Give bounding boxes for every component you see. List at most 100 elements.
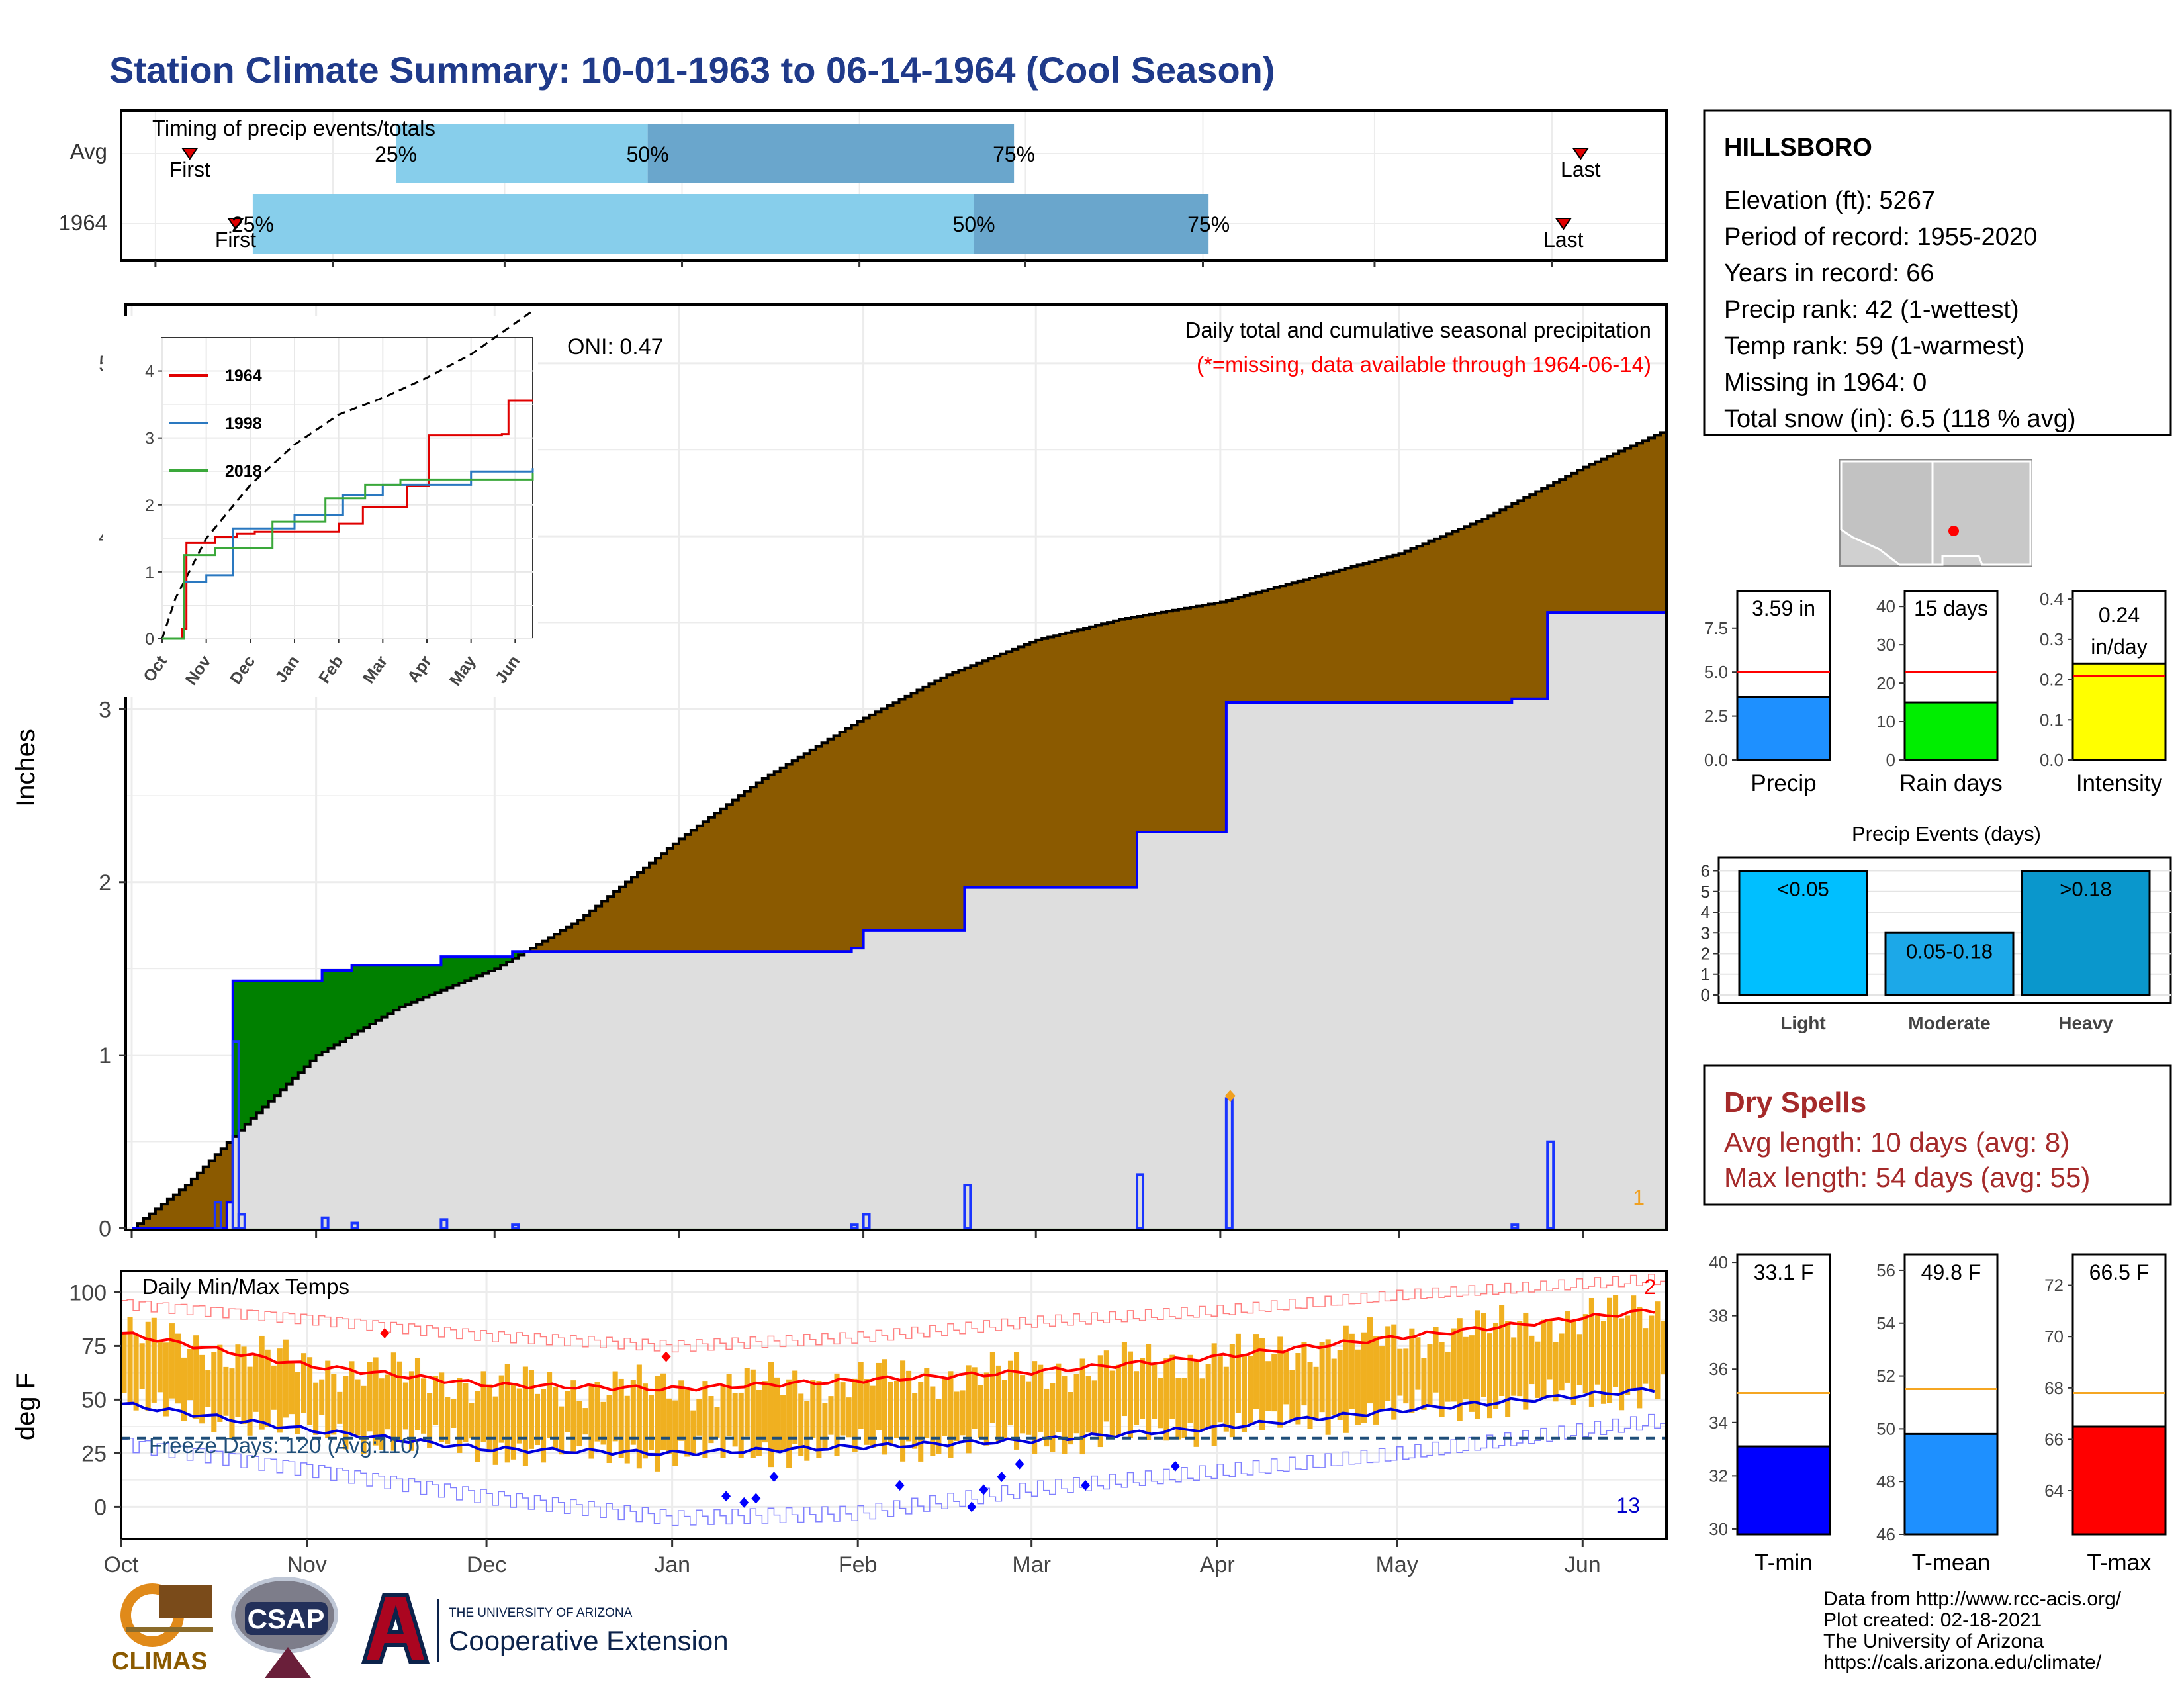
avg-max-temp-line (120, 1308, 1655, 1392)
daily-temp-range-bar (606, 1395, 612, 1464)
daily-temp-range-bar (127, 1317, 133, 1405)
climas-logo: CLIMAS (111, 1583, 213, 1675)
daily-temp-range-bar (1217, 1356, 1223, 1423)
daily-temp-range-bar (636, 1364, 642, 1469)
timing-bar-q50-q75 (974, 194, 1209, 254)
inset-legend-label: 1964 (225, 367, 262, 385)
daily-temp-range-bar (995, 1365, 1001, 1444)
events-bar-range: 0.05-0.18 (1906, 939, 1993, 962)
temp-mini-y-tick-label: 30 (1709, 1519, 1728, 1539)
daily-temp-range-bar (978, 1385, 983, 1438)
events-bar-light (1738, 870, 1868, 996)
daily-temp-range-bar (1385, 1326, 1391, 1401)
temp-x-tick-label: Jun (1565, 1552, 1601, 1577)
record-low-marker-icon (997, 1472, 1007, 1483)
daily-temp-range-bar (1600, 1321, 1606, 1404)
temp-x-tick-label: Oct (104, 1552, 139, 1577)
quartile-50-label: 50% (627, 142, 669, 166)
mini-chart-y-tick-label: 20 (1876, 673, 1895, 693)
daily-temp-range-bar (1649, 1315, 1655, 1392)
daily-temp-range-bar (1062, 1376, 1068, 1454)
temp-mini-y-tick-label: 68 (2044, 1378, 2064, 1398)
dry-spells-max-length: Max length: 54 days (avg: 55) (1724, 1162, 2090, 1193)
dry-spells-box: Dry Spells Avg length: 10 days (avg: 8) … (1703, 1064, 2172, 1206)
record-low-marker-icon (1015, 1458, 1024, 1470)
daily-temp-range-bar (1570, 1320, 1576, 1405)
daily-temp-range-bar (972, 1367, 978, 1429)
daily-temp-range-bar (678, 1380, 684, 1441)
temp-mini-bar-t-max (2071, 1425, 2167, 1536)
record-min-line (121, 1413, 1666, 1526)
daily-temp-range-bar (1289, 1370, 1295, 1420)
mini-chart-bar-rain-days (1903, 701, 1999, 761)
daily-temp-range-bar (1451, 1328, 1457, 1402)
credit-university: The University of Arizona (1823, 1630, 2044, 1652)
precip-y-tick-label: 1 (99, 1043, 111, 1068)
station-period: Period of record: 1955-2020 (1724, 223, 2037, 251)
temp-mini-y-tick-label: 72 (2044, 1276, 2064, 1295)
events-y-tick-label: 0 (1701, 985, 1710, 1005)
record-low-marker-icon (1081, 1480, 1091, 1491)
daily-precip-bar (231, 1040, 240, 1230)
daily-temp-range-bar (1493, 1323, 1499, 1409)
dry-spells-frame (1703, 1064, 2172, 1206)
daily-temp-range-bar (1541, 1319, 1547, 1399)
daily-temp-range-bar (1343, 1325, 1349, 1433)
temp-mini-y-tick-label: 66 (2044, 1429, 2064, 1449)
daily-precip-bar (1136, 1173, 1145, 1230)
daily-temp-range-bar (265, 1349, 271, 1427)
daily-temp-range-bar (492, 1396, 498, 1465)
daily-temp-range-bar (385, 1374, 390, 1430)
mini-chart-y-tick-label: 30 (1876, 635, 1895, 655)
daily-temp-range-bar (924, 1367, 930, 1438)
page-title: Station Climate Summary: 10-01-1963 to 0… (109, 49, 1275, 91)
precip-events-title: Precip Events (days) (1852, 822, 2041, 845)
daily-temp-range-bar (1379, 1346, 1385, 1409)
daily-temp-range-bar (1505, 1321, 1511, 1417)
daily-temp-range-bar (1409, 1328, 1415, 1413)
daily-temp-range-bar (1193, 1360, 1199, 1447)
daily-temp-range-bar (1097, 1355, 1103, 1448)
station-elevation: Elevation (ft): 5267 (1724, 187, 1935, 214)
daily-temp-range-bar (469, 1403, 475, 1439)
daily-temp-range-bar (1613, 1295, 1619, 1387)
cumulative-overlap-area (132, 612, 1666, 1229)
daily-temp-range-bar (463, 1383, 469, 1443)
precip-y-tick-label: 2 (99, 870, 111, 896)
temp-mini-y-tick-label: 48 (1876, 1472, 1895, 1491)
daily-temp-range-bar (822, 1403, 828, 1448)
daily-temp-range-bar (367, 1362, 373, 1432)
daily-temp-range-bar (600, 1401, 606, 1445)
daily-temp-range-bar (402, 1382, 408, 1430)
oni-label: ONI: 0.47 (567, 334, 664, 359)
precip-missing-note: (*=missing, data available through 1964-… (1197, 352, 1651, 377)
inset-y-tick-label: 3 (145, 430, 154, 448)
daily-temp-range-bar (1241, 1354, 1247, 1432)
daily-temp-range-bar (139, 1343, 145, 1389)
inset-plot-frame (161, 337, 533, 639)
daily-temp-range-bar (1631, 1295, 1637, 1390)
daily-temp-range-bar (1523, 1312, 1529, 1410)
daily-temp-range-bar (439, 1372, 445, 1442)
daily-temp-range-bar (193, 1335, 199, 1419)
record-low-marker-icon (895, 1480, 905, 1491)
events-y-tick-label: 2 (1701, 944, 1710, 964)
daily-temp-range-bar (187, 1349, 193, 1401)
daily-temp-range-bar (1469, 1335, 1475, 1412)
temp-mini-y-tick-label: 56 (1876, 1260, 1895, 1280)
temp-x-tick-label: Apr (1200, 1552, 1235, 1577)
daily-temp-range-bar (1038, 1364, 1044, 1432)
daily-temp-range-bar (283, 1339, 289, 1418)
daily-temp-range-bar (559, 1406, 565, 1455)
events-y-tick-label: 4 (1701, 902, 1710, 922)
daily-temp-range-bar (660, 1373, 666, 1450)
daily-temp-range-bar (331, 1373, 337, 1435)
dry-spells-avg-length: Avg length: 10 days (avg: 8) (1724, 1127, 2070, 1158)
temp-x-tick-label: May (1376, 1552, 1418, 1577)
daily-temp-range-bar (541, 1389, 547, 1463)
mini-chart-y-tick-label: 0.2 (2040, 670, 2064, 690)
daily-temp-range-bar (163, 1342, 169, 1417)
record-max-line (121, 1273, 1666, 1353)
